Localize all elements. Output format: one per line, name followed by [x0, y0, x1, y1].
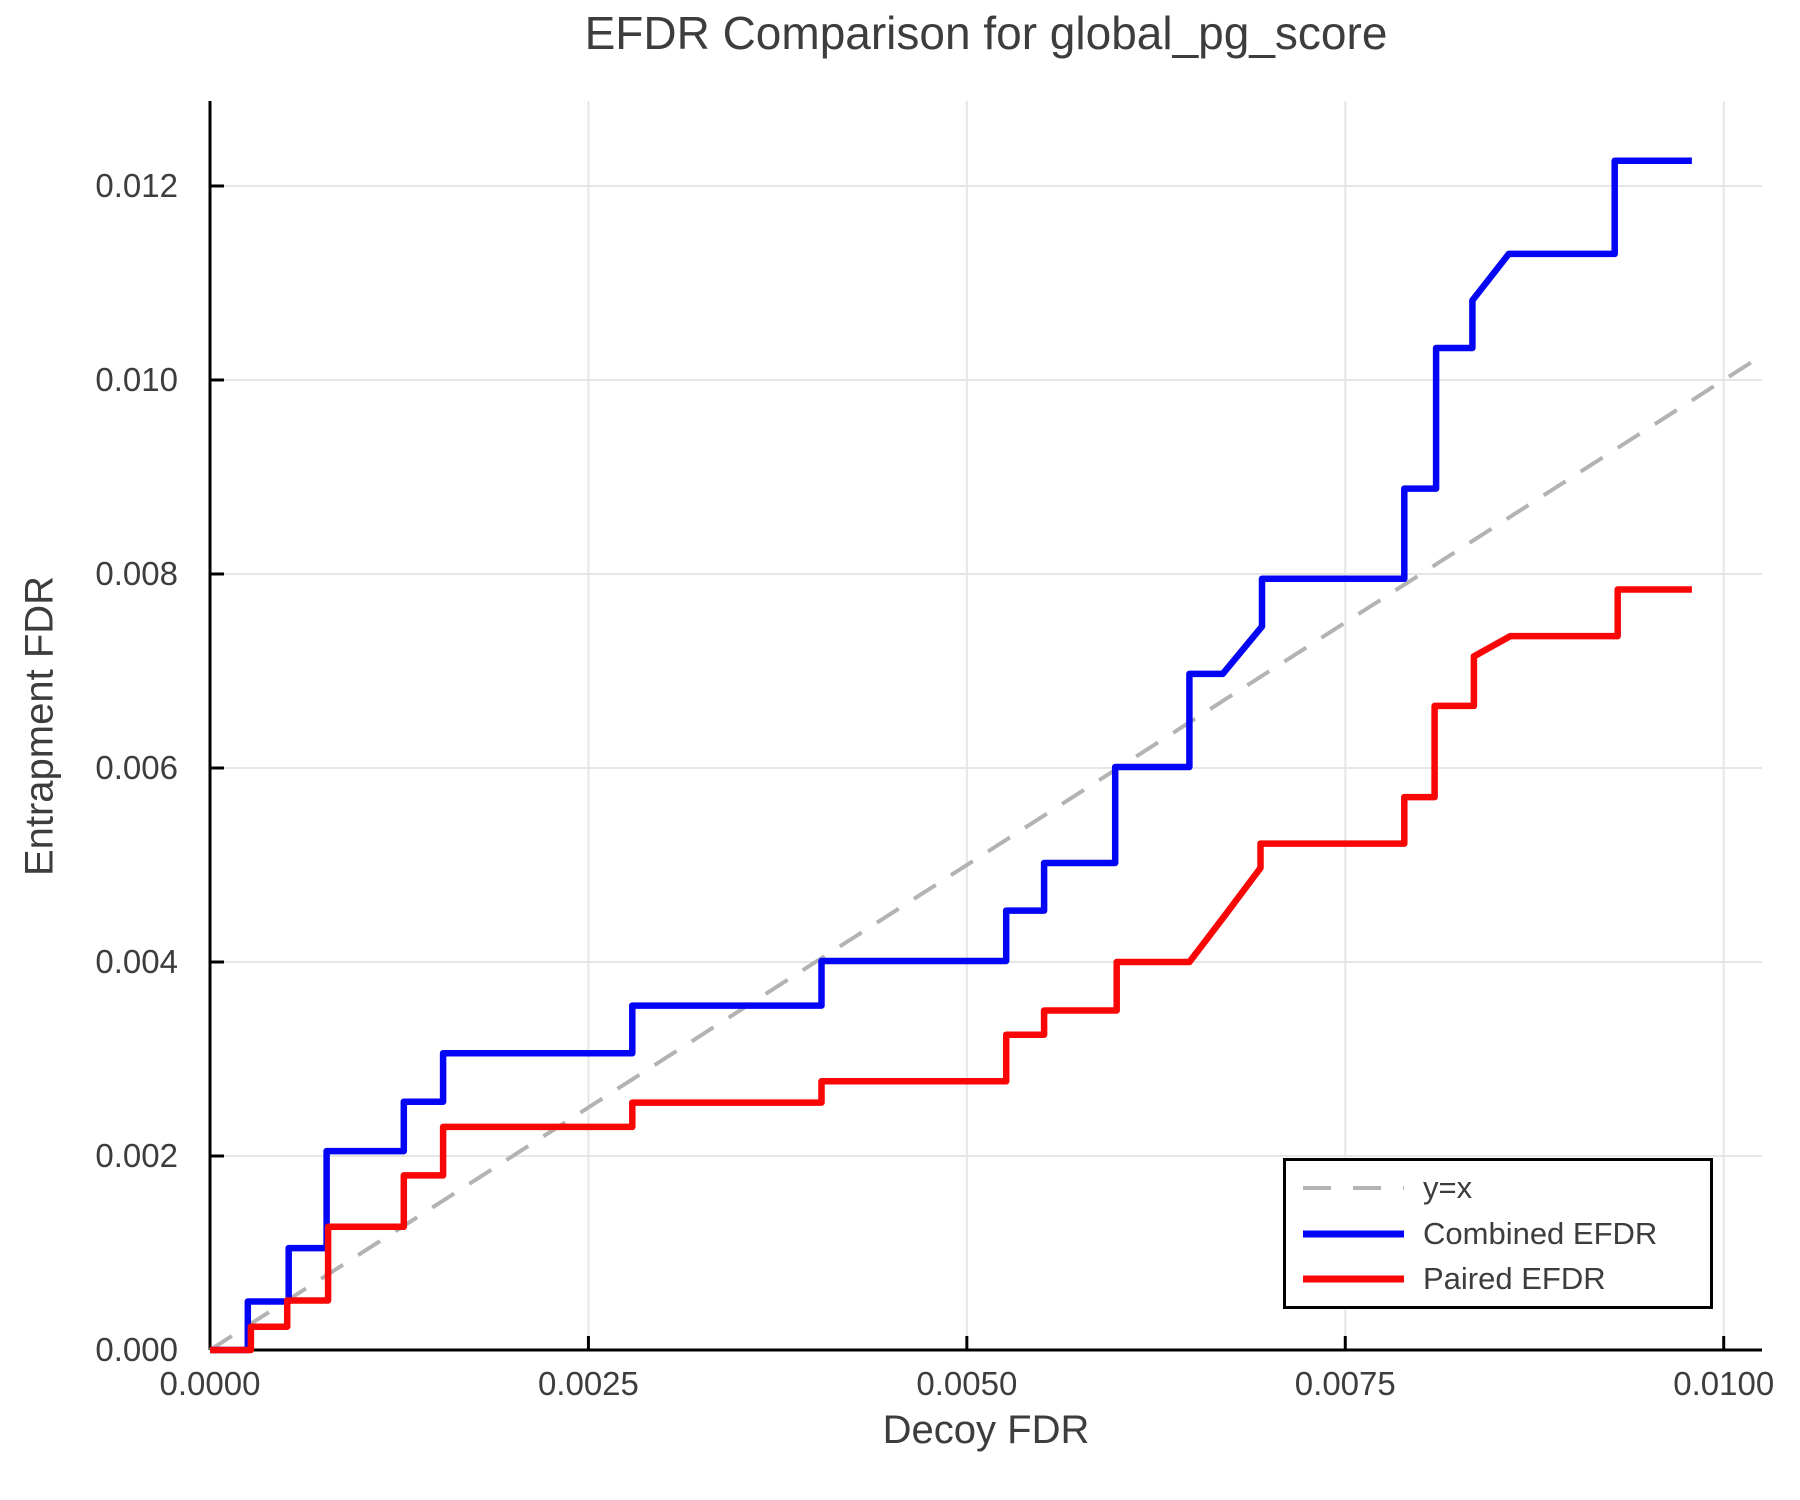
legend: y=x Combined EFDR Paired EFDR: [1283, 1158, 1713, 1309]
combined-efdr-line: [210, 157, 1692, 1354]
blue-line-sample-icon: [1303, 1230, 1404, 1237]
x-tick-label: 0.0000: [160, 1365, 261, 1402]
red-line-sample-icon: [1303, 1275, 1404, 1283]
dashed-line-sample-icon: [1303, 1185, 1404, 1190]
chart-title: EFDR Comparison for global_pg_score: [584, 7, 1388, 59]
x-tick-label: 0.0075: [1295, 1365, 1396, 1402]
paired-efdr-line: [210, 586, 1692, 1354]
legend-item-yx: y=x: [1286, 1165, 1710, 1211]
y-tick-label: 0.012: [95, 167, 178, 204]
legend-item-paired-efdr: Paired EFDR: [1286, 1256, 1710, 1302]
legend-label-combined-efdr: Combined EFDR: [1423, 1215, 1658, 1251]
legend-label-paired-efdr: Paired EFDR: [1423, 1261, 1606, 1297]
y-tick-label: 0.006: [95, 749, 178, 786]
y-tick-label: 0.004: [95, 943, 178, 980]
legend-item-combined-efdr: Combined EFDR: [1286, 1211, 1710, 1257]
y-tick-label: 0.000: [95, 1331, 178, 1368]
y-tick-label: 0.010: [95, 361, 178, 398]
legend-label-yx: y=x: [1423, 1169, 1473, 1205]
x-tick-label: 0.0100: [1673, 1365, 1774, 1402]
x-tick-label: 0.0025: [538, 1365, 639, 1402]
x-tick-label: 0.0050: [916, 1365, 1017, 1402]
x-axis-label: Decoy FDR: [882, 1408, 1090, 1452]
y-tick-label: 0.002: [95, 1137, 178, 1174]
y-tick-label: 0.008: [95, 555, 178, 592]
